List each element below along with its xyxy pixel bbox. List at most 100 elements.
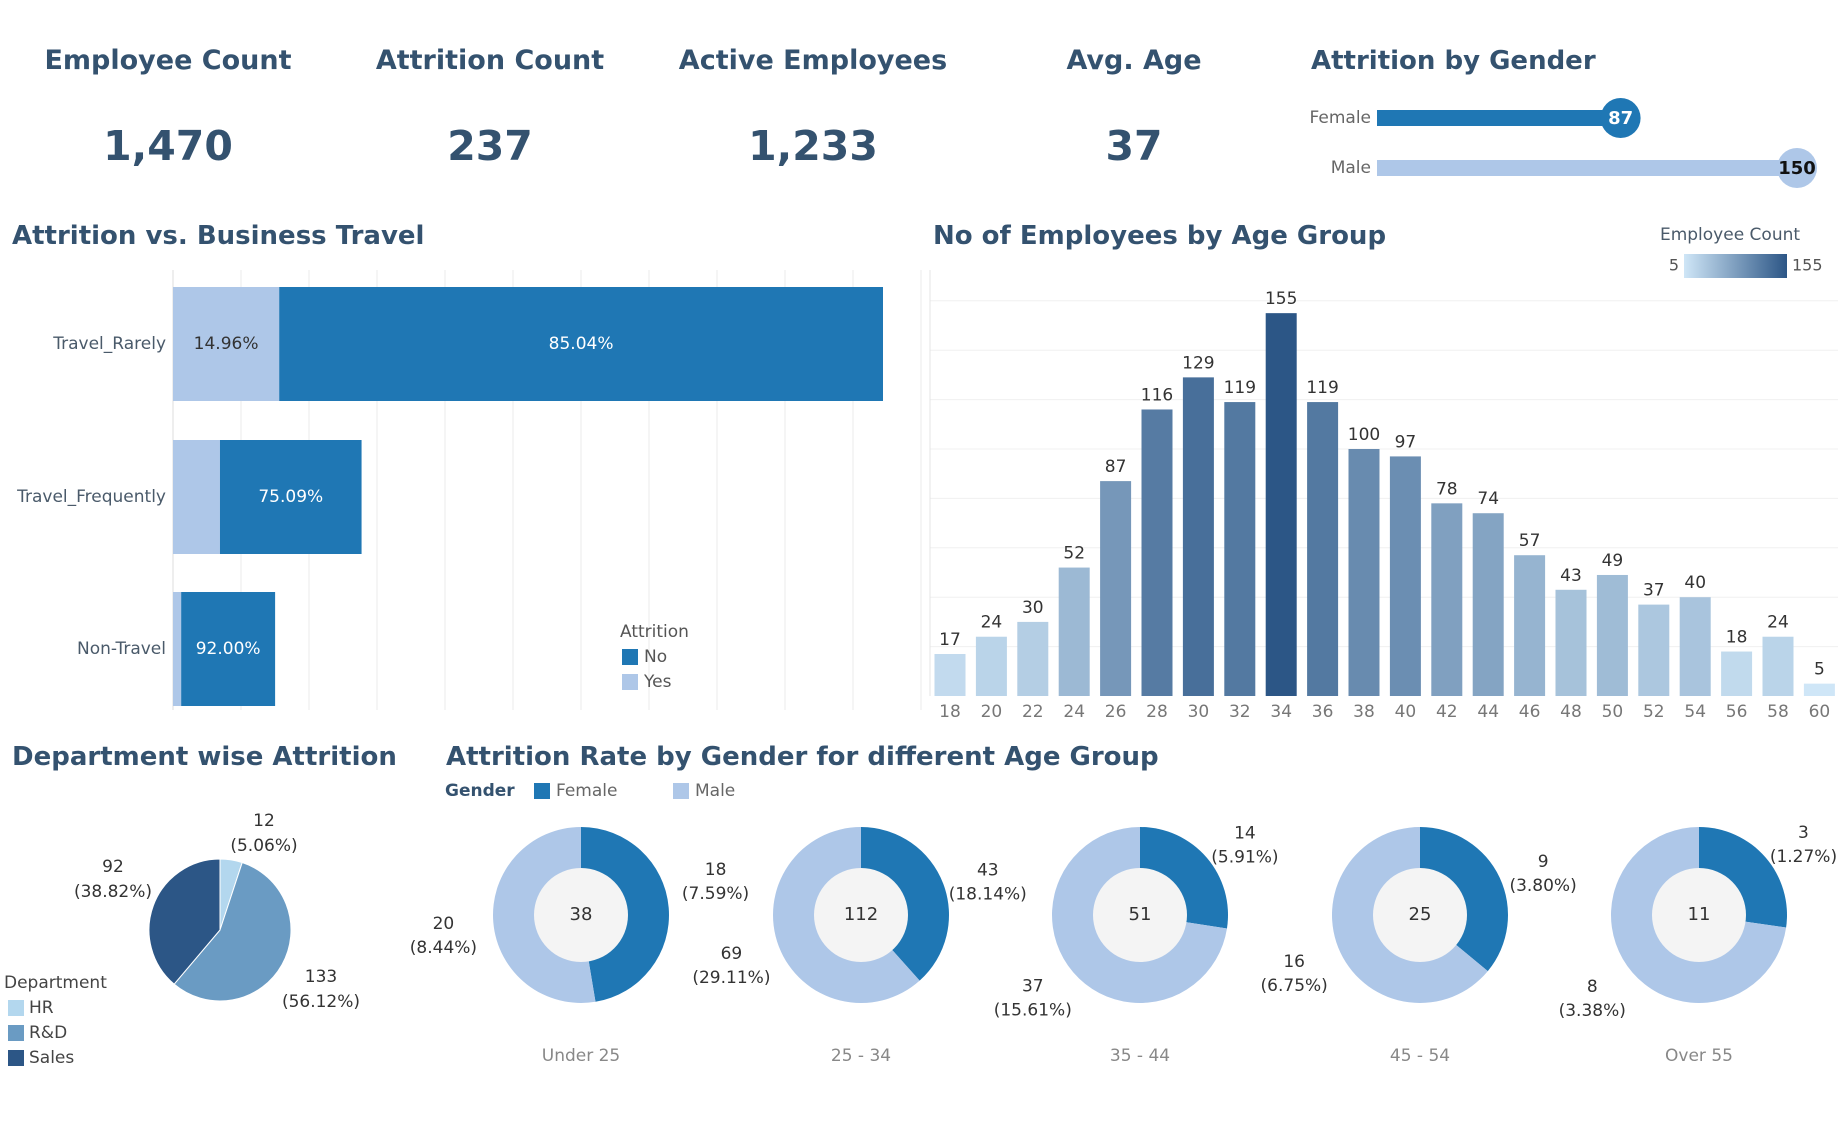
department-slice-count: 92 [102,857,124,877]
department-slice-pct: (5.06%) [230,836,297,856]
department-legend-title: Department [4,973,107,993]
kpi-avg-age-title: Avg. Age [1066,45,1202,76]
department-legend-swatch [8,1000,24,1016]
kpi-attrition-count-value: 237 [447,122,533,170]
gender-bar-label: Male [1331,158,1371,178]
age-value-label: 18 [1726,628,1748,648]
gender-male-count: 8 [1587,977,1598,997]
department-slice [148,858,221,985]
age-bar [1017,621,1049,696]
gender-male-pct: (29.11%) [692,968,770,988]
age-bar [1224,402,1256,696]
kpi-attrition-count-title: Attrition Count [375,45,605,76]
gender-donut-total: 51 [1129,904,1152,925]
age-bar [975,636,1007,696]
travel-bar-no [219,440,362,554]
attrition-by-gender-title: Attrition by Gender [1311,46,1596,76]
kpi-employee-count-value: 1,470 [103,122,233,170]
travel-legend-swatch [622,649,638,665]
gender-male-pct: (8.44%) [410,938,477,958]
gender-bar [1377,160,1797,176]
age-value-label: 100 [1348,425,1380,445]
age-legend-bar [1684,254,1787,278]
age-tick-label: 20 [981,702,1003,722]
gender-female-count: 3 [1798,823,1809,843]
gender-bar-end [1600,98,1641,138]
age-value-label: 17 [939,630,961,650]
gender-donut-center [534,868,628,962]
travel-bar-no [181,592,276,706]
age-legend-min: 5 [1669,256,1679,275]
kpi-employee-count-title: Employee Count [44,45,292,76]
age-bar [1596,574,1628,696]
gender-female-pct: (1.27%) [1770,847,1837,867]
gender-female-pct: (7.59%) [682,884,749,904]
travel-bar-yes [173,592,182,706]
travel-category-label: Travel_Rarely [52,334,166,354]
travel-yes-label: 14.96% [194,334,259,354]
gender-donut-total: 38 [570,904,593,925]
gender-age-group-label: 25 - 34 [831,1046,891,1066]
gender-value-label: 87 [1608,108,1633,129]
age-value-label: 97 [1395,432,1417,452]
age-bar [1100,481,1132,696]
gender-bar [1377,110,1621,126]
gender-age-title: Attrition Rate by Gender for different A… [446,742,1159,772]
age-tick-label: 24 [1063,702,1085,722]
age-tick-label: 38 [1353,702,1375,722]
age-bar [1762,636,1794,696]
age-tick-label: 42 [1436,702,1458,722]
age-value-label: 74 [1477,489,1499,509]
department-slice-pct: (56.12%) [282,992,360,1012]
gender-donut-center [1093,868,1187,962]
gender-female-count: 43 [977,860,999,880]
kpi-avg-age-value: 37 [1105,122,1163,170]
age-tick-label: 32 [1229,702,1251,722]
age-value-label: 37 [1643,581,1665,601]
gender-male-pct: (15.61%) [994,1001,1072,1021]
age-bar [1307,402,1339,696]
kpi-active-employees-title: Active Employees [678,45,948,76]
department-slice-pct: (38.82%) [74,882,152,902]
age-group-title: No of Employees by Age Group [933,221,1387,251]
age-tick-label: 26 [1105,702,1127,722]
age-tick-label: 30 [1188,702,1210,722]
age-bar [1058,567,1090,696]
gender-age-group-label: 35 - 44 [1110,1046,1170,1066]
age-value-label: 78 [1436,479,1458,499]
age-value-label: 43 [1560,566,1582,586]
gender-female-count: 18 [705,860,727,880]
kpi-active-employees-value: 1,233 [748,122,878,170]
gender-legend-swatch [534,783,550,799]
travel-legend-title: Attrition [620,622,689,642]
age-value-label: 24 [1767,613,1789,633]
age-bar [1389,456,1421,696]
age-value-label: 119 [1306,378,1338,398]
age-bar [1431,503,1463,696]
age-bar [1555,589,1587,696]
age-bar [1803,683,1835,696]
travel-bar-yes [173,440,220,554]
department-legend-swatch [8,1050,24,1066]
gender-female-count: 9 [1538,852,1549,872]
age-value-label: 155 [1265,289,1297,309]
gender-donut-center [1373,868,1467,962]
age-value-label: 57 [1519,531,1541,551]
gender-legend-swatch [673,783,689,799]
travel-category-label: Travel_Frequently [16,487,166,507]
age-value-label: 116 [1141,385,1173,405]
department-legend-label: HR [29,998,54,1018]
gender-age-group-label: 45 - 54 [1390,1046,1450,1066]
gender-legend-label: Female [556,781,617,801]
age-value-label: 119 [1224,378,1256,398]
age-tick-label: 34 [1270,702,1292,722]
gender-male-count: 69 [721,944,743,964]
business-travel-title: Attrition vs. Business Travel [12,221,425,251]
age-tick-label: 48 [1560,702,1582,722]
age-value-label: 49 [1602,551,1624,571]
gender-donut-total: 11 [1688,904,1711,925]
gender-male-pct: (3.38%) [1559,1001,1626,1021]
gender-male-count: 16 [1283,952,1305,972]
travel-legend-swatch [622,674,638,690]
